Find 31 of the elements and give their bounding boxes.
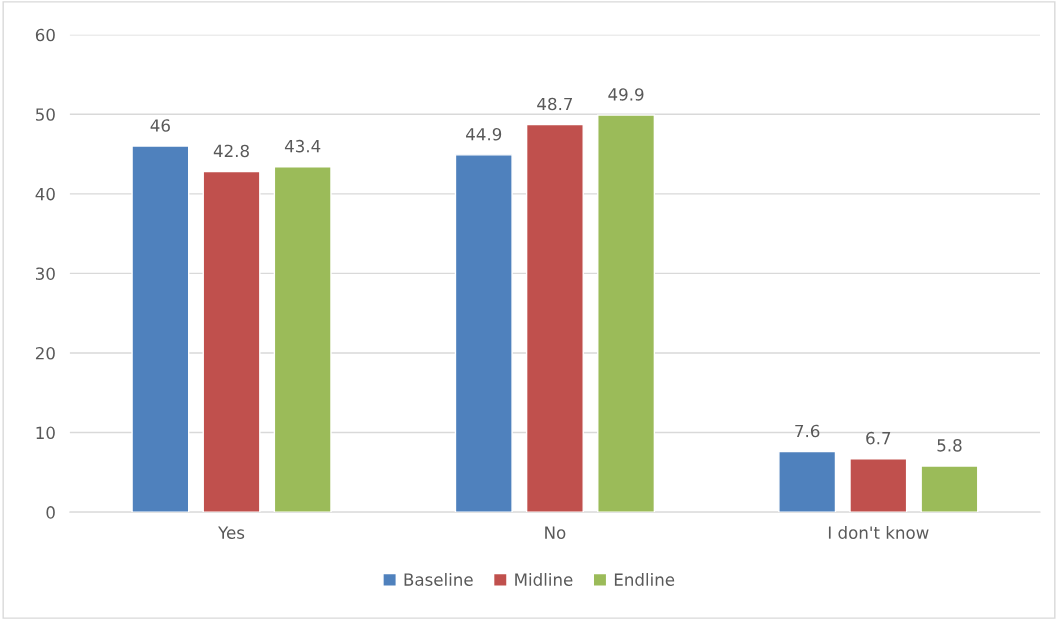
bar	[454, 154, 513, 513]
data-label: 7.6	[795, 424, 820, 438]
legend-label: Endline	[614, 573, 675, 586]
legend-label: Baseline	[404, 573, 473, 586]
y-tick-label: 10	[36, 426, 55, 440]
bar	[202, 170, 261, 513]
bar	[778, 450, 837, 513]
legend-label: Midline	[515, 573, 573, 586]
y-tick-label: 0	[46, 506, 55, 519]
data-label: 6.7	[866, 431, 891, 445]
data-label: 42.8	[213, 144, 249, 158]
bar	[273, 166, 332, 513]
y-tick-label: 30	[36, 267, 55, 280]
y-tick-label: 50	[36, 108, 55, 121]
data-label: 48.7	[537, 97, 573, 111]
bar	[920, 465, 979, 513]
y-tick-label: 40	[35, 187, 55, 201]
bar	[131, 145, 190, 513]
bar	[849, 458, 908, 513]
y-tick-label: 20	[35, 346, 55, 360]
data-label: 5.8	[937, 439, 962, 452]
bar	[525, 123, 584, 513]
x-tick-label: Yes	[218, 526, 245, 539]
data-label: 49.9	[608, 88, 644, 101]
bar	[597, 114, 656, 513]
data-label: 44.9	[466, 127, 502, 141]
data-label: 43.4	[284, 139, 321, 153]
data-label: 46	[150, 119, 170, 132]
x-tick-label: I don't know	[828, 526, 929, 539]
y-tick-label: 60	[35, 28, 55, 42]
x-tick-label: No	[545, 526, 566, 539]
